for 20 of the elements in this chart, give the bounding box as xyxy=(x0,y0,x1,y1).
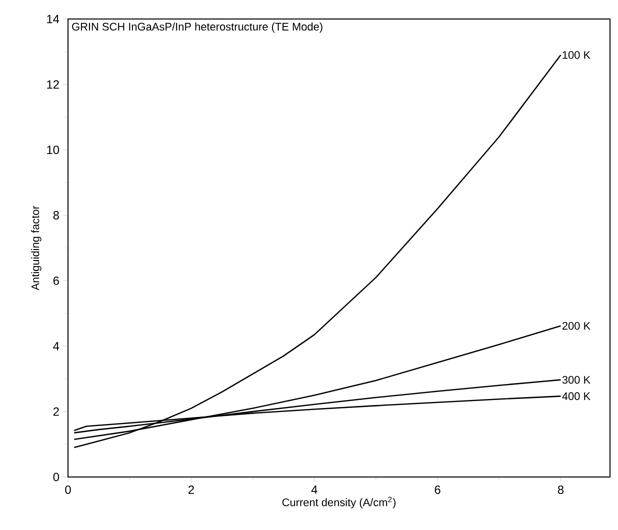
x-tick-label: 6 xyxy=(434,486,440,494)
x-tick-label: 2 xyxy=(188,486,194,494)
y-tick-label: 12 xyxy=(47,80,59,89)
x-tick-label: 0 xyxy=(65,486,71,494)
series-label: 100 K xyxy=(562,51,590,59)
x-tick-label: 4 xyxy=(311,486,318,494)
y-tick-label: 4 xyxy=(53,342,60,350)
series-label: 200 K xyxy=(562,322,590,330)
y-tick-label: 2 xyxy=(53,407,59,416)
y-tick-label: 6 xyxy=(53,276,59,285)
x-tick-label: 8 xyxy=(558,486,564,494)
chart-title: GRIN SCH InGaAsP/InP heterostructure (TE Mode) xyxy=(72,22,322,33)
y-tick-label: 10 xyxy=(47,146,60,154)
y-axis-title: Antiguiding factor xyxy=(31,206,42,290)
y-tick-label: 14 xyxy=(47,14,60,24)
y-tick-label: 0 xyxy=(53,472,60,482)
x-axis-title: Current density (A/cm$^{2}$) xyxy=(282,496,396,508)
series-label: 400 K xyxy=(562,392,590,400)
y-tick-label: 8 xyxy=(53,211,59,220)
series-label: 300 K xyxy=(562,376,590,384)
